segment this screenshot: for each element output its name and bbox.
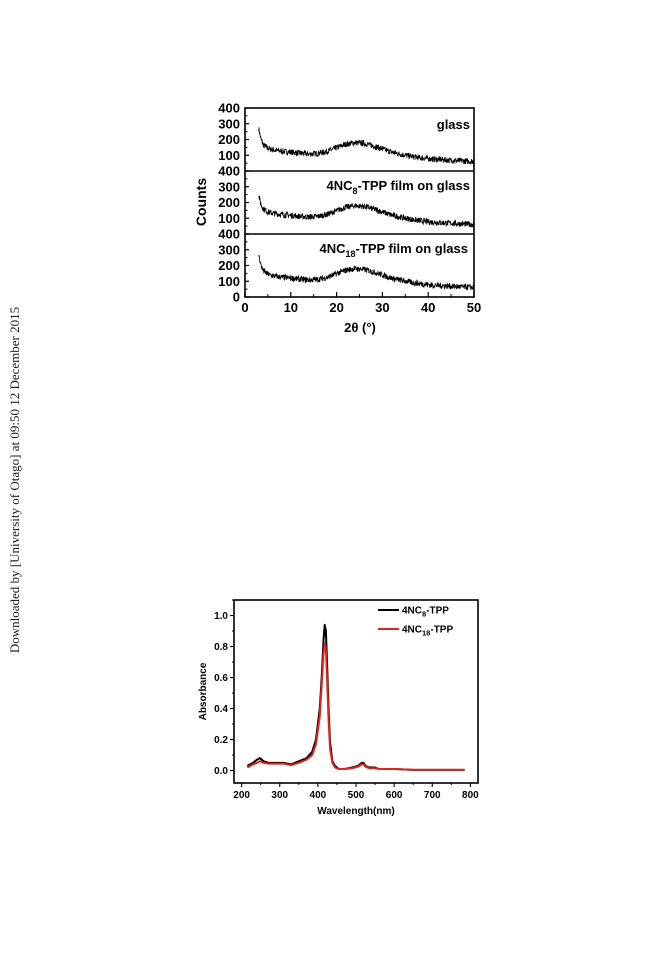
x-axis-label: 2θ (°) [344,320,376,335]
x-tick-label: 600 [386,790,403,801]
legend: 4NC8-TPP 4NC18-TPP [378,606,453,638]
x-tick-label: 20 [329,300,343,315]
y-tick-label: 100 [218,274,240,289]
y-tick-label: 200 [218,195,240,210]
x-tick-label: 0 [241,300,248,315]
y-tick-label: 0.0 [214,766,228,777]
xrd-trace-0 [258,127,475,165]
y-axis-label: Counts [193,178,209,226]
x-tick-label: 800 [462,790,479,801]
xrd-trace-2 [258,255,475,291]
y-tick-label: 0.8 [214,642,228,653]
y-tick-label: 0.6 [214,673,228,684]
x-tick-label: 500 [348,790,365,801]
y-tick-label: 100 [218,211,240,226]
absorbance-chart: 0.0 0.2 0.4 0.6 0.8 1.0 200 300 400 500 600 700 800 W… [198,599,479,817]
y-axis-label: Absorbance [198,662,209,720]
legend-label-1: 4NC18-TPP [402,625,453,638]
y-tick-label: 0.4 [214,704,228,715]
x-tick-label: 30 [375,300,389,315]
y-tick-label: 0.2 [214,735,228,746]
y-tick-label: 300 [218,179,240,194]
panel-label-2: 4NC18-TPP film on glass [320,241,468,259]
panel-label-1: 4NC8-TPP film on glass [327,178,470,196]
y-tick-label: 300 [218,116,240,131]
xrd-trace-1 [258,195,474,228]
x-tick-label: 700 [424,790,441,801]
y-tick-label: 300 [218,242,240,257]
y-tick-label: 0 [233,290,240,305]
y-tick-label: 400 [218,101,240,116]
x-tick-label: 50 [467,300,481,315]
y-tick-label: 400 [218,227,240,242]
x-tick-label: 40 [421,300,435,315]
absorbance-line-0 [246,623,465,771]
x-axis-label: Wavelength(nm) [317,806,394,817]
y-tick-label: 1.0 [214,611,228,622]
y-tick-label: 200 [218,132,240,147]
absorbance-line-1 [246,642,465,771]
x-tick-label: 300 [271,790,288,801]
x-tick-label: 400 [310,790,327,801]
y-tick-label: 200 [218,258,240,273]
legend-label-0: 4NC8-TPP [402,606,449,619]
y-tick-label: 400 [218,164,240,179]
y-tick-label: 100 [218,148,240,163]
x-tick-label: 10 [284,300,298,315]
x-tick-label: 200 [233,790,250,801]
panel-label-0: glass [437,117,470,132]
